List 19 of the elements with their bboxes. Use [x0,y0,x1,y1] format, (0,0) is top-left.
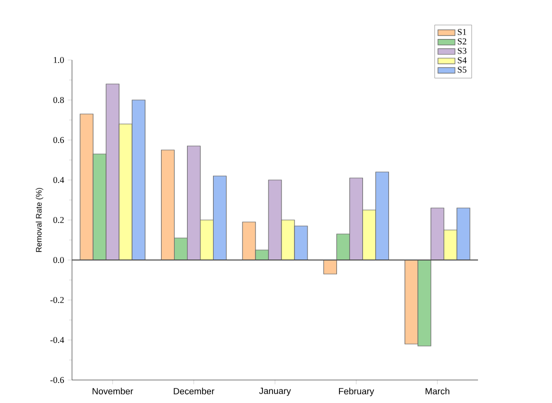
legend-label: S3 [458,48,466,54]
y-tick-label: 0.0 [53,256,64,264]
x-tick-label: November [92,388,134,394]
x-tick-label: December [174,388,214,394]
legend-label: S1 [458,28,466,36]
x-tick-label: February [338,388,374,396]
legend-label: S2 [458,38,466,44]
y-tick-label: 0.2 [53,216,64,224]
y-tick-label: -0.2 [50,296,64,304]
x-tick-label: March [426,388,450,394]
y-tick-label: -0.6 [50,376,64,384]
y-tick-label: 0.8 [53,96,64,104]
legend-label: S5 [458,66,466,73]
legend-label: S4 [458,57,467,64]
y-tick-label: -0.4 [50,336,64,344]
y-tick-label: 0.4 [53,176,64,184]
y-tick-label: 1.0 [54,56,64,64]
x-tick-label: January [259,388,291,396]
y-tick-label: 0.6 [53,136,64,144]
